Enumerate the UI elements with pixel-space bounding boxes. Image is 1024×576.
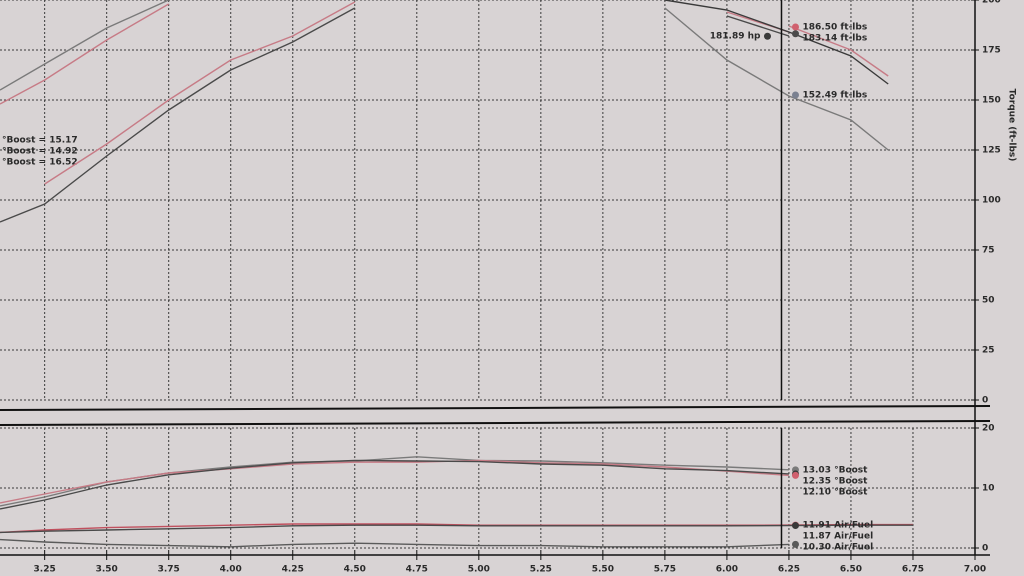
x-tick-label: 4.75 — [406, 565, 428, 575]
marker — [791, 540, 799, 548]
x-tick-label: 6.00 — [716, 565, 738, 575]
annotation: °Boost = 14.92 — [2, 147, 78, 157]
y-tick-label: 150 — [982, 96, 1001, 106]
x-tick-label: 4.25 — [282, 565, 304, 575]
marker-label: 181.89 hp — [710, 32, 761, 42]
y-tick-label: 20 — [982, 424, 995, 434]
marker-label: 186.50 ft-lbs — [802, 23, 867, 33]
y-tick-label: 50 — [982, 296, 995, 306]
y-tick-label: 125 — [982, 146, 1001, 156]
marker-label: 152.49 ft-lbs — [802, 91, 867, 101]
series-line — [0, 538, 789, 548]
marker-label: 12.35 °Boost — [802, 476, 868, 486]
series-line — [0, 459, 789, 510]
x-tick-label: 3.75 — [158, 565, 180, 575]
x-tick-label: 5.00 — [468, 565, 490, 575]
x-tick-label: 6.25 — [778, 565, 800, 575]
marker — [791, 23, 799, 31]
y-tick-label: 200 — [982, 0, 1001, 6]
x-tick-label: 5.50 — [592, 565, 614, 575]
x-tick-label: 6.75 — [902, 565, 924, 575]
marker — [763, 32, 771, 40]
y-tick-label: 175 — [982, 46, 1001, 56]
series-line — [0, 7, 790, 223]
y-axis-title: Torque (ft-lbs) — [1007, 89, 1017, 162]
series-line — [664, 0, 889, 85]
x-tick-label: 4.50 — [344, 565, 366, 575]
marker-label: 11.87 Air/Fuel — [802, 532, 873, 542]
x-tick-label: 6.50 — [840, 565, 862, 575]
y-tick-label: 0 — [982, 396, 988, 406]
series-line — [0, 0, 889, 151]
panel-border — [0, 405, 991, 411]
x-tick-label: 3.50 — [96, 565, 118, 575]
marker-label: 13.03 °Boost — [802, 465, 868, 475]
marker — [791, 91, 799, 99]
y-tick-label: 25 — [982, 346, 995, 356]
y-tick-label: 0 — [982, 544, 988, 554]
marker-label: 10.30 Air/Fuel — [802, 543, 873, 553]
panel-border — [0, 420, 991, 426]
x-tick-label: 5.75 — [654, 565, 676, 575]
marker — [791, 471, 799, 479]
marker-label: 183.14 ft-lbs — [802, 34, 867, 44]
series-line — [0, 459, 789, 504]
marker — [791, 30, 799, 38]
marker — [791, 522, 799, 530]
series-line — [0, 3, 889, 105]
marker-label: 11.91 Air/Fuel — [802, 521, 873, 531]
y-tick-label: 100 — [982, 196, 1001, 206]
y-tick-label: 10 — [982, 484, 995, 494]
x-tick-label: 3.25 — [34, 565, 56, 575]
y-tick-label: 75 — [982, 246, 995, 256]
series-line — [0, 524, 913, 534]
marker-label: 12.10 °Boost — [802, 487, 868, 497]
x-tick-label: 4.00 — [220, 565, 242, 575]
x-tick-label: 5.25 — [530, 565, 552, 575]
annotation: °Boost = 16.52 — [2, 158, 78, 168]
annotation: °Boost = 15.17 — [2, 136, 78, 146]
x-tick-label: 7.00 — [964, 565, 986, 575]
